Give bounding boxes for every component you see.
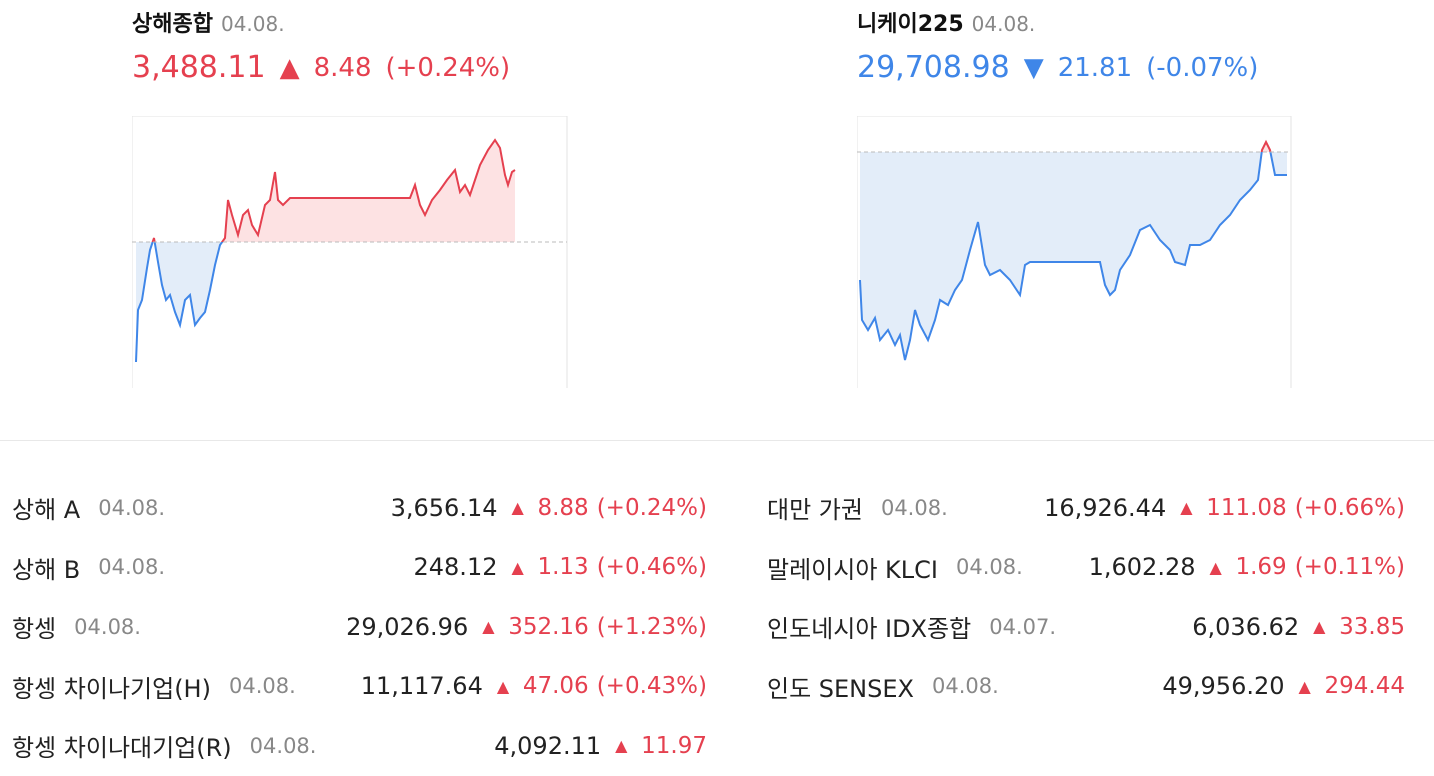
index-name[interactable]: 상해종합 [132,12,213,37]
index-list: 대만 가권 04.08. 16,926.44 ▲ 111.08 (+0.66%) 말레이시아… [767,478,1405,716]
sparkline[interactable] [132,116,568,390]
index-name[interactable]: 항셍 [12,615,57,644]
index-date: 04.08. [74,614,141,639]
change: 111.08 [1206,494,1287,521]
index-list: 상해 A 04.08. 3,656.14 ▲ 8.88 (+0.24%) 상해 B 04.08… [12,478,707,776]
change-rate: (-0.07%) [1146,52,1259,83]
arrow: ▲ [279,52,300,83]
index-date: 04.08. [955,555,1023,580]
change-rate: (+0.24%) [596,494,707,521]
price: 49,956.20 [1162,672,1285,701]
price: 11,117.64 [360,672,483,701]
arrow: ▲ [1313,617,1326,637]
area [136,242,515,362]
index-date: 04.08. [98,495,166,520]
change: 47.06 [522,673,589,700]
price: 4,092.11 [494,731,602,760]
row[interactable]: 인도네시아 IDX종합 04.07. 6,036.62 ▲ 33.85 [767,597,1405,657]
divider [0,440,1434,441]
change: 352.16 [508,613,589,640]
change: 21.81 [1057,52,1133,83]
area [860,152,1287,360]
index-name[interactable]: 인도 SENSEX [767,674,914,703]
change: 8.88 [537,494,589,521]
index-date: 04.08. [971,12,1036,36]
price-line: 3,488.11 ▲ 8.48 (+0.24%) [132,50,510,85]
row[interactable]: 상해 B 04.08. 248.12 ▲ 1.13 (+0.46%) [12,538,707,598]
change: 1.13 [537,554,589,581]
change: 11.97 [641,732,707,759]
row[interactable]: 항셍 04.08. 29,026.96 ▲ 352.16 (+1.23%) [12,597,707,657]
index-name[interactable]: 항셍 차이나대기업(R) [12,734,232,763]
row[interactable]: 인도 SENSEX 04.08. 49,956.20 ▲ 294.44 [767,657,1405,717]
price: 29,708.98 [857,50,1010,85]
arrow: ▲ [511,498,524,518]
change-rate: (+0.24%) [385,52,511,83]
row[interactable]: 항셍 차이나대기업(R) 04.08. 4,092.11 ▲ 11.97 [12,716,707,776]
price: 248.12 [413,553,498,582]
change: 1.69 [1235,554,1287,581]
index-date: 04.08. [220,12,285,36]
index-name[interactable]: 대만 가권 [767,496,863,525]
change-rate: (+0.43%) [596,673,707,700]
index-name[interactable]: 니케이225 [857,12,964,37]
line [135,242,224,363]
change-rate: (+0.46%) [596,554,707,581]
arrow: ▲ [511,557,524,577]
row[interactable]: 항셍 차이나기업(H) 04.08. 11,117.64 ▲ 47.06 (+0.43%) [12,657,707,717]
index-date: 04.08. [931,674,999,699]
arrow: ▲ [482,617,495,637]
price: 3,488.11 [132,50,266,85]
index-date: 04.08. [880,495,948,520]
arrow: ▲ [1209,557,1222,577]
index-date: 04.08. [228,674,296,699]
change: 8.48 [313,52,372,83]
index-name[interactable]: 말레이시아 KLCI [767,555,938,584]
index-date: 04.07. [989,614,1056,639]
change-rate: (+0.11%) [1294,554,1405,581]
price: 3,656.14 [390,493,498,522]
index-name[interactable]: 상해 A [12,496,81,525]
row[interactable]: 말레이시아 KLCI 04.08. 1,602.28 ▲ 1.69 (+0.11%) [767,538,1405,598]
price-line: 29,708.98 ▼ 21.81 (-0.07%) [857,50,1258,85]
arrow: ▲ [496,676,510,696]
arrow: ▲ [1298,676,1311,696]
arrow: ▲ [1180,498,1193,518]
line [151,138,516,242]
price: 1,602.28 [1088,553,1196,582]
row[interactable]: 대만 가권 04.08. 16,926.44 ▲ 111.08 (+0.66%) [767,478,1405,538]
index-date: 04.08. [249,733,317,758]
line [859,152,1287,361]
arrow: ▼ [1023,52,1044,83]
index-name[interactable]: 항셍 차이나기업(H) [12,674,211,703]
price: 16,926.44 [1044,493,1167,522]
index-date: 04.08. [98,555,166,580]
change-rate: (+0.66%) [1294,494,1405,521]
area [136,140,515,242]
change: 294.44 [1324,673,1405,700]
index-name[interactable]: 상해 B [12,555,81,584]
price: 6,036.62 [1192,612,1300,641]
arrow: ▲ [615,736,628,756]
sparkline[interactable] [857,116,1293,390]
change: 33.85 [1339,613,1405,640]
row[interactable]: 상해 A 04.08. 3,656.14 ▲ 8.88 (+0.24%) [12,478,707,538]
change-rate: (+1.23%) [596,613,707,640]
price: 29,026.96 [346,612,469,641]
index-name[interactable]: 인도네시아 IDX종합 [767,615,972,644]
